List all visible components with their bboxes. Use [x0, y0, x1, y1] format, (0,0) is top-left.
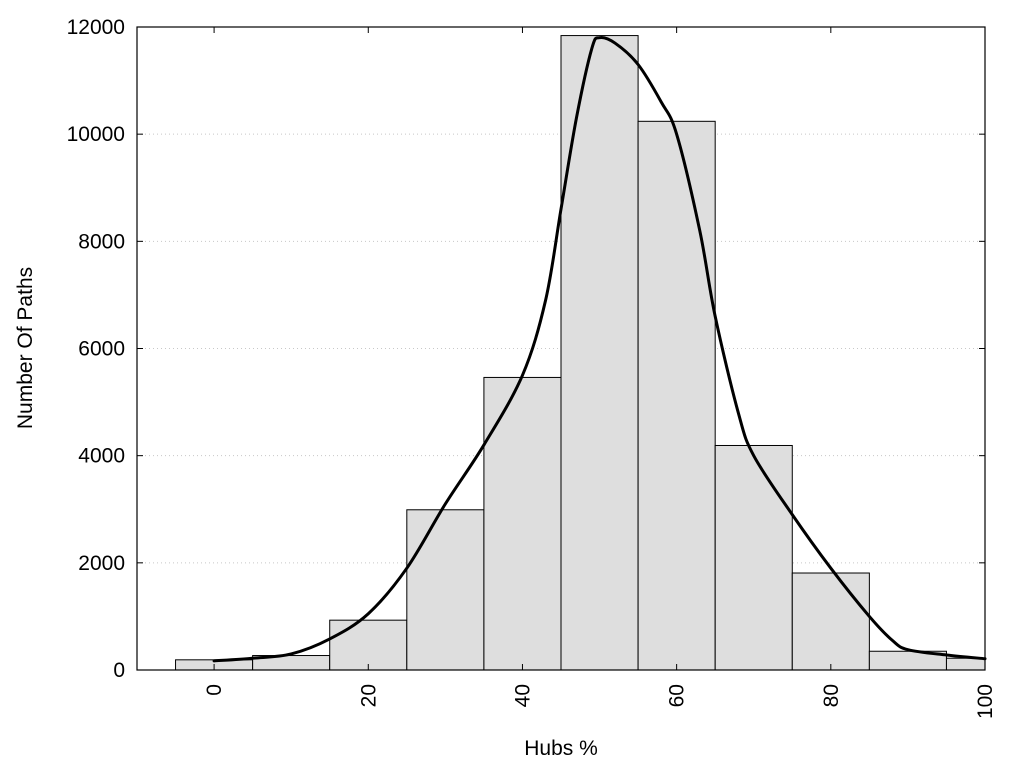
histogram-bar — [560, 35, 639, 671]
x-tick-label: 60 — [666, 684, 689, 707]
histogram-bar — [329, 619, 408, 671]
y-axis-title: Number Of Paths — [14, 267, 37, 429]
x-axis-title: Hubs % — [524, 737, 598, 760]
histogram-bar — [637, 120, 716, 671]
y-tick-label: 4000 — [78, 445, 125, 468]
y-tick-labels: 0 2000 4000 6000 8000 10000 12000 — [67, 16, 125, 682]
x-tick-label: 80 — [820, 684, 843, 707]
x-tick-label: 40 — [511, 684, 534, 707]
histogram-bar — [483, 376, 562, 671]
y-tick-label: 10000 — [67, 123, 125, 146]
y-tick-label: 6000 — [78, 338, 125, 361]
density-curve — [212, 36, 987, 663]
x-tick-label: 20 — [357, 684, 380, 707]
histogram-bar — [406, 509, 485, 671]
histogram-bar — [791, 572, 870, 671]
x-tick-label: 0 — [203, 684, 226, 696]
x-tick-labels: 0 20 40 60 80 100 — [203, 684, 997, 719]
y-tick-label: 8000 — [78, 230, 125, 253]
y-tick-label: 2000 — [78, 552, 125, 575]
histogram-bar — [945, 657, 986, 671]
y-tick-label: 12000 — [67, 16, 125, 39]
y-tick-label: 0 — [113, 659, 125, 682]
histogram-bar — [714, 444, 793, 671]
ticks-layer — [137, 26, 986, 671]
bars-layer — [175, 35, 986, 671]
x-tick-label: 100 — [974, 684, 997, 719]
